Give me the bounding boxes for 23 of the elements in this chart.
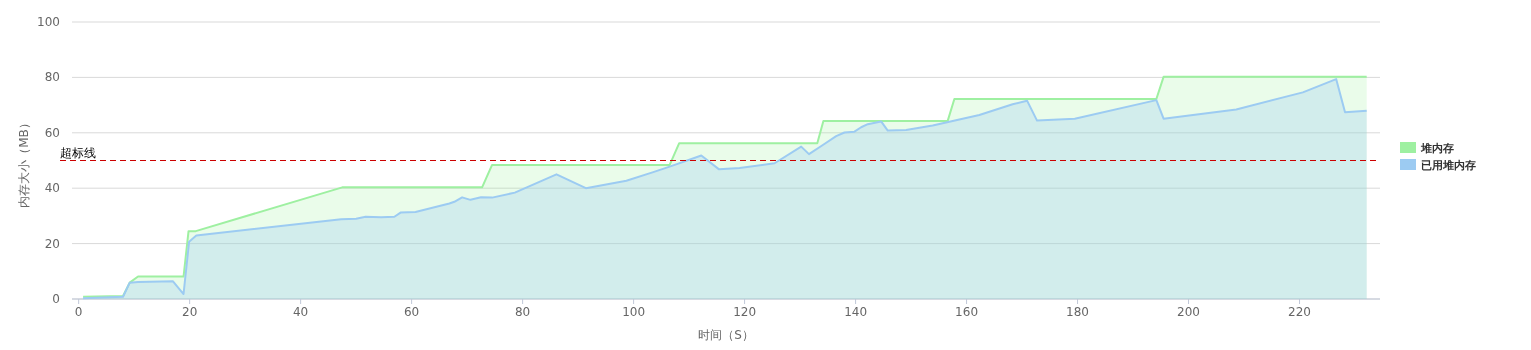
x-tick-label: 40: [293, 305, 309, 319]
y-axis-title: 内存大小（MB）: [17, 117, 31, 208]
x-tick-label: 220: [1288, 305, 1311, 319]
x-tick-label: 100: [622, 305, 646, 319]
x-tick-label: 60: [403, 305, 420, 319]
legend-label: 已用堆内存: [1421, 159, 1476, 172]
y-tick-label: 40: [44, 181, 60, 196]
x-tick-label: 200: [1177, 305, 1200, 319]
x-tick-label: 20: [182, 305, 198, 319]
x-tick-label: 0: [74, 305, 83, 319]
y-tick-label: 80: [44, 70, 60, 85]
x-tick-label: 140: [844, 305, 868, 319]
ref-line-label: 超标线: [60, 145, 96, 160]
y-tick-label: 20: [44, 236, 60, 251]
legend-label: 堆内存: [1420, 142, 1454, 155]
x-axis-title: 时间（S）: [698, 328, 754, 342]
y-tick-label: 60: [44, 125, 60, 140]
y-tick-label: 100: [37, 15, 60, 29]
x-tick-label: 80: [514, 305, 531, 319]
x-tick-label: 120: [733, 305, 757, 319]
x-tick-label: 160: [955, 305, 979, 319]
x-tick-label: 180: [1066, 305, 1090, 319]
y-tick-label: 0: [52, 292, 60, 306]
